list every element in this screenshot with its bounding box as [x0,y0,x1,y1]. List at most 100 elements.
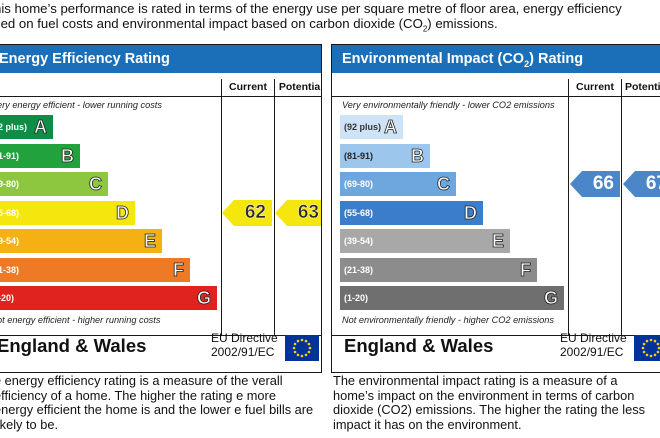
potential-column-header: Potential [278,81,322,93]
region-label: England & Wales [344,335,494,356]
directive-line-2: 2002/91/EC [560,345,624,359]
current-column-header: Current [229,81,267,93]
band-range: 55-68) [0,207,20,218]
eu-star [649,338,653,342]
band-letter: B [411,145,425,166]
band-e: (39-54) E [340,229,510,253]
band-c: 69-80) C [0,172,108,196]
eu-star [304,339,308,343]
header-divider [0,96,321,97]
current-column-header: Current [576,81,614,93]
current-rating-arrow: 62 [222,199,272,226]
eu-star [642,342,646,346]
band-letter: E [143,231,157,252]
band-f: 21-38) F [0,257,190,282]
band-range: 69-80) [0,179,20,189]
band-b: (81-91) B [340,143,430,168]
band-b: 81-91) B [0,143,80,168]
band-letter: B [61,145,75,166]
band-range: (39-54) [344,236,374,246]
rating-value: 67 [645,173,660,194]
band-range: (21-38) [344,264,374,275]
band-letter: A [384,117,398,138]
band-range: (69-80) [344,179,374,189]
rating-value: 62 [244,201,267,223]
arrow-polygon [623,171,660,197]
header-divider [332,96,660,97]
region-label: England & Wales [0,335,147,356]
band-letter: C [437,174,451,195]
top-note: Very environmentally friendly - lower CO… [342,100,555,110]
column-divider [221,79,222,335]
bottom-note: Not environmentally friendly - higher CO… [342,315,554,325]
intro-line-2-end: ) emissions. [427,16,498,31]
eu-star [653,339,657,343]
eu-star [293,342,297,346]
band-letter: A [34,117,48,138]
band-letter: G [196,288,212,309]
band-range: (1-20) [344,293,369,303]
band-e: 39-54) E [0,229,162,253]
eu-star [296,353,300,357]
potential-rating-arrow: 67 [623,171,660,197]
band-c: (69-80) C [340,172,456,196]
band-range: 1-20) [0,293,15,303]
eu-star [653,353,657,357]
eu-star [307,342,311,346]
energy-efficiency-title: Energy Efficiency Rating [0,45,321,73]
arrow-polygon [275,199,321,226]
energy-efficiency-panel: Energy Efficiency Rating Current Potenti… [0,44,322,373]
band-letter: C [89,174,103,195]
intro-line-1: his home’s performance is rated in terms… [0,1,622,16]
eu-star [296,339,300,343]
energy-efficiency-description: e energy efficiency rating is a measure … [0,373,314,432]
arrow-polygon [222,199,272,226]
bottom-note: ot energy efficient - higher running cos… [0,315,161,325]
directive-line-1: EU Directive [211,331,278,345]
eu-star [293,350,297,354]
directive-line-1: EU Directive [560,331,627,345]
eu-flag-icon [285,335,319,361]
eu-star [292,346,296,350]
current-rating-arrow: 66 [570,171,620,197]
arrow-shape [275,199,321,226]
environmental-impact-title-end: ) Rating [529,51,584,67]
footer-divider [332,335,660,336]
eu-star [304,353,308,357]
top-note: ery energy efficient - lower running cos… [0,100,162,110]
arrow-shape [222,199,272,226]
band-letter: F [173,259,185,280]
column-divider [621,79,622,335]
band-d: (55-68) D [340,200,483,225]
eu-star [656,350,660,354]
band-letter: F [520,259,532,280]
environmental-impact-title-text: Environmental Impact (CO [342,51,525,67]
environmental-impact-description: The environmental impact rating is a mea… [333,373,646,432]
eu-star [642,350,646,354]
eu-flag-icon [634,335,660,361]
potential-rating-arrow: 63 [275,199,321,226]
arrow-shape [623,171,660,197]
eu-star [656,342,660,346]
environmental-impact-title: Environmental Impact (CO2) Rating [332,45,660,73]
rating-value: 63 [297,201,320,223]
band-letter: D [116,202,130,223]
band-a: 92 plus) A [0,115,53,139]
band-range: (92 plus) [344,122,382,132]
directive-line-2: 2002/91/EC [211,345,275,359]
rating-value: 66 [592,173,614,194]
arrow-shape [570,171,620,197]
band-range: 81-91) [0,150,20,161]
intro-text: his home’s performance is rated in terms… [0,1,660,37]
column-divider [274,79,275,335]
band-a: (92 plus) A [340,115,403,139]
band-f: (21-38) F [340,257,537,282]
eu-star [641,346,645,350]
band-letter: D [464,202,478,223]
potential-column-header: Potenti [625,81,660,93]
band-g: 1-20) G [0,286,217,310]
footer-divider [0,335,321,336]
arrow-polygon [570,171,620,197]
column-divider [568,79,569,335]
band-range: 39-54) [0,236,20,246]
